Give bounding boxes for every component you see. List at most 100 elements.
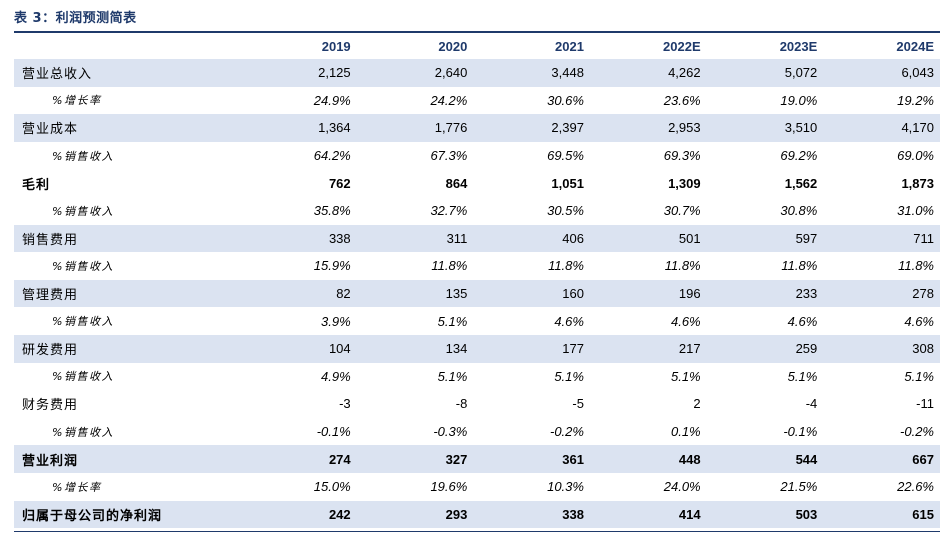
table-row: 研发费用 104 134 177 217 259 308 xyxy=(14,334,940,363)
table-row: %销售收入 64.2% 67.3% 69.5% 69.3% 69.2% 69.0% xyxy=(14,142,940,170)
row-value-cell: 0.1% xyxy=(670,424,701,440)
row-value-cell: 15.9% xyxy=(313,258,351,274)
table-row: %销售收入 -0.1% -0.3% -0.2% 0.1% -0.1% -0.2% xyxy=(14,418,940,446)
row-value-cell: 196 xyxy=(589,279,707,308)
row-label: %销售收入 xyxy=(52,315,114,329)
row-value-cell: 4,170 xyxy=(823,114,940,142)
row-value-cell: -4 xyxy=(805,396,818,412)
row-value-cell: 864 xyxy=(445,175,468,191)
row-label: 营业利润 xyxy=(14,445,240,473)
row-value-cell: 5.1% xyxy=(437,313,468,329)
row-value-cell: 23.6% xyxy=(663,92,701,108)
row-value-cell: 69.2% xyxy=(780,148,818,164)
row-value-cell: 64.2% xyxy=(313,148,351,164)
row-value-cell: 711 xyxy=(823,224,940,253)
row-value-cell: 5.1% xyxy=(554,368,584,384)
header-label-cell xyxy=(14,33,240,59)
row-value-cell: 501 xyxy=(589,224,707,253)
table-row: %销售收入 3.9% 5.1% 4.6% 4.6% 4.6% 4.6% xyxy=(14,307,940,335)
table-title: 表 3：利润预测简表 xyxy=(14,11,137,26)
column-header: 2020 xyxy=(438,38,468,54)
table-row: 营业利润 274 327 361 448 544 667 xyxy=(14,445,940,473)
row-value-cell: 217 xyxy=(589,334,707,363)
row-value-cell: -11 xyxy=(916,396,934,412)
row-value-cell: 67.3% xyxy=(430,148,468,164)
row-value-cell: 5.1% xyxy=(904,368,934,384)
row-label: 营业总收入 xyxy=(14,59,240,87)
row-label: %销售收入 xyxy=(52,149,114,163)
row-value-cell: 762 xyxy=(328,175,351,191)
row-value-cell: -0.3% xyxy=(433,424,468,440)
row-value-cell: 104 xyxy=(240,334,357,363)
table-body: 营业总收入 2,125 2,640 3,448 4,262 5,072 6,043 %增长率 2… xyxy=(14,59,940,529)
row-value-cell: 338 xyxy=(473,500,590,529)
row-value-cell: 3.9% xyxy=(321,313,351,329)
row-label: 管理费用 xyxy=(14,279,240,308)
row-value-cell: 69.5% xyxy=(547,148,584,164)
row-value-cell: 24.0% xyxy=(663,479,701,495)
row-value-cell: 233 xyxy=(706,279,824,308)
row-value-cell: 11.8% xyxy=(548,258,584,274)
row-value-cell: 3,448 xyxy=(473,59,590,87)
row-label: 毛利 xyxy=(22,177,51,193)
row-value-cell: -3 xyxy=(339,396,351,412)
table-row: 财务费用 -3 -8 -5 2 -4 -11 xyxy=(14,390,940,418)
row-value-cell: 10.3% xyxy=(547,479,584,495)
row-value-cell: 311 xyxy=(356,224,474,253)
row-value-cell: 11.8% xyxy=(898,258,934,274)
row-value-cell: 177 xyxy=(473,334,590,363)
row-value-cell: 3,510 xyxy=(706,114,824,142)
table-row: %增长率 15.0% 19.6% 10.3% 24.0% 21.5% 22.6% xyxy=(14,473,940,501)
row-value-cell: 5.1% xyxy=(787,368,818,384)
row-label: %增长率 xyxy=(52,94,102,108)
row-value-cell: 615 xyxy=(823,500,940,529)
row-value-cell: 1,051 xyxy=(551,175,584,191)
profit-forecast-table: 2019 2020 2021 2022E 2023E 2024E 营业总收入 2,… xyxy=(14,33,940,529)
row-value-cell: 135 xyxy=(356,279,474,308)
row-value-cell: 2 xyxy=(693,396,701,412)
row-value-cell: 259 xyxy=(706,334,824,363)
row-value-cell: 5.1% xyxy=(670,368,701,384)
table-row: 销售费用 338 311 406 501 597 711 xyxy=(14,224,940,253)
row-value-cell: 6,043 xyxy=(823,59,940,87)
row-value-cell: 24.9% xyxy=(313,92,351,108)
row-value-cell: 1,309 xyxy=(668,175,701,191)
row-value-cell: 4.6% xyxy=(554,313,584,329)
row-value-cell: -0.1% xyxy=(316,424,351,440)
row-value-cell: 274 xyxy=(240,445,357,473)
row-value-cell: 15.0% xyxy=(313,479,351,495)
row-value-cell: 69.0% xyxy=(897,148,934,164)
row-value-cell: 2,125 xyxy=(240,59,357,87)
row-value-cell: 35.8% xyxy=(313,203,351,219)
row-label: 销售费用 xyxy=(14,224,240,253)
row-value-cell: 503 xyxy=(706,500,824,529)
table-row: 毛利 762 864 1,051 1,309 1,562 1,873 xyxy=(14,169,940,197)
row-value-cell: 667 xyxy=(823,445,940,473)
column-header: 2023E xyxy=(779,38,818,54)
row-value-cell: 4.6% xyxy=(787,313,818,329)
row-value-cell: 160 xyxy=(473,279,590,308)
row-value-cell: 19.0% xyxy=(780,92,818,108)
row-value-cell: 30.8% xyxy=(780,203,818,219)
table-row: 归属于母公司的净利润 242 293 338 414 503 615 xyxy=(14,500,940,529)
row-value-cell: 278 xyxy=(823,279,940,308)
row-value-cell: 69.3% xyxy=(663,148,701,164)
row-value-cell: 1,364 xyxy=(240,114,357,142)
row-value-cell: 30.5% xyxy=(547,203,584,219)
row-label: 营业成本 xyxy=(14,114,240,142)
column-header: 2022E xyxy=(663,38,701,54)
row-value-cell: 406 xyxy=(473,224,590,253)
row-value-cell: 2,640 xyxy=(356,59,474,87)
row-label: %增长率 xyxy=(52,480,102,494)
row-value-cell: 327 xyxy=(356,445,474,473)
row-value-cell: 308 xyxy=(823,334,940,363)
column-header: 2024E xyxy=(896,38,934,54)
row-value-cell: -5 xyxy=(572,396,584,412)
row-value-cell: 361 xyxy=(473,445,590,473)
row-value-cell: 1,562 xyxy=(784,175,818,191)
column-header: 2019 xyxy=(321,38,351,54)
row-value-cell: 2,397 xyxy=(473,114,590,142)
row-value-cell: 4.6% xyxy=(904,313,934,329)
row-value-cell: 19.6% xyxy=(430,479,468,495)
table-row: %销售收入 15.9% 11.8% 11.8% 11.8% 11.8% 11.8% xyxy=(14,252,940,280)
